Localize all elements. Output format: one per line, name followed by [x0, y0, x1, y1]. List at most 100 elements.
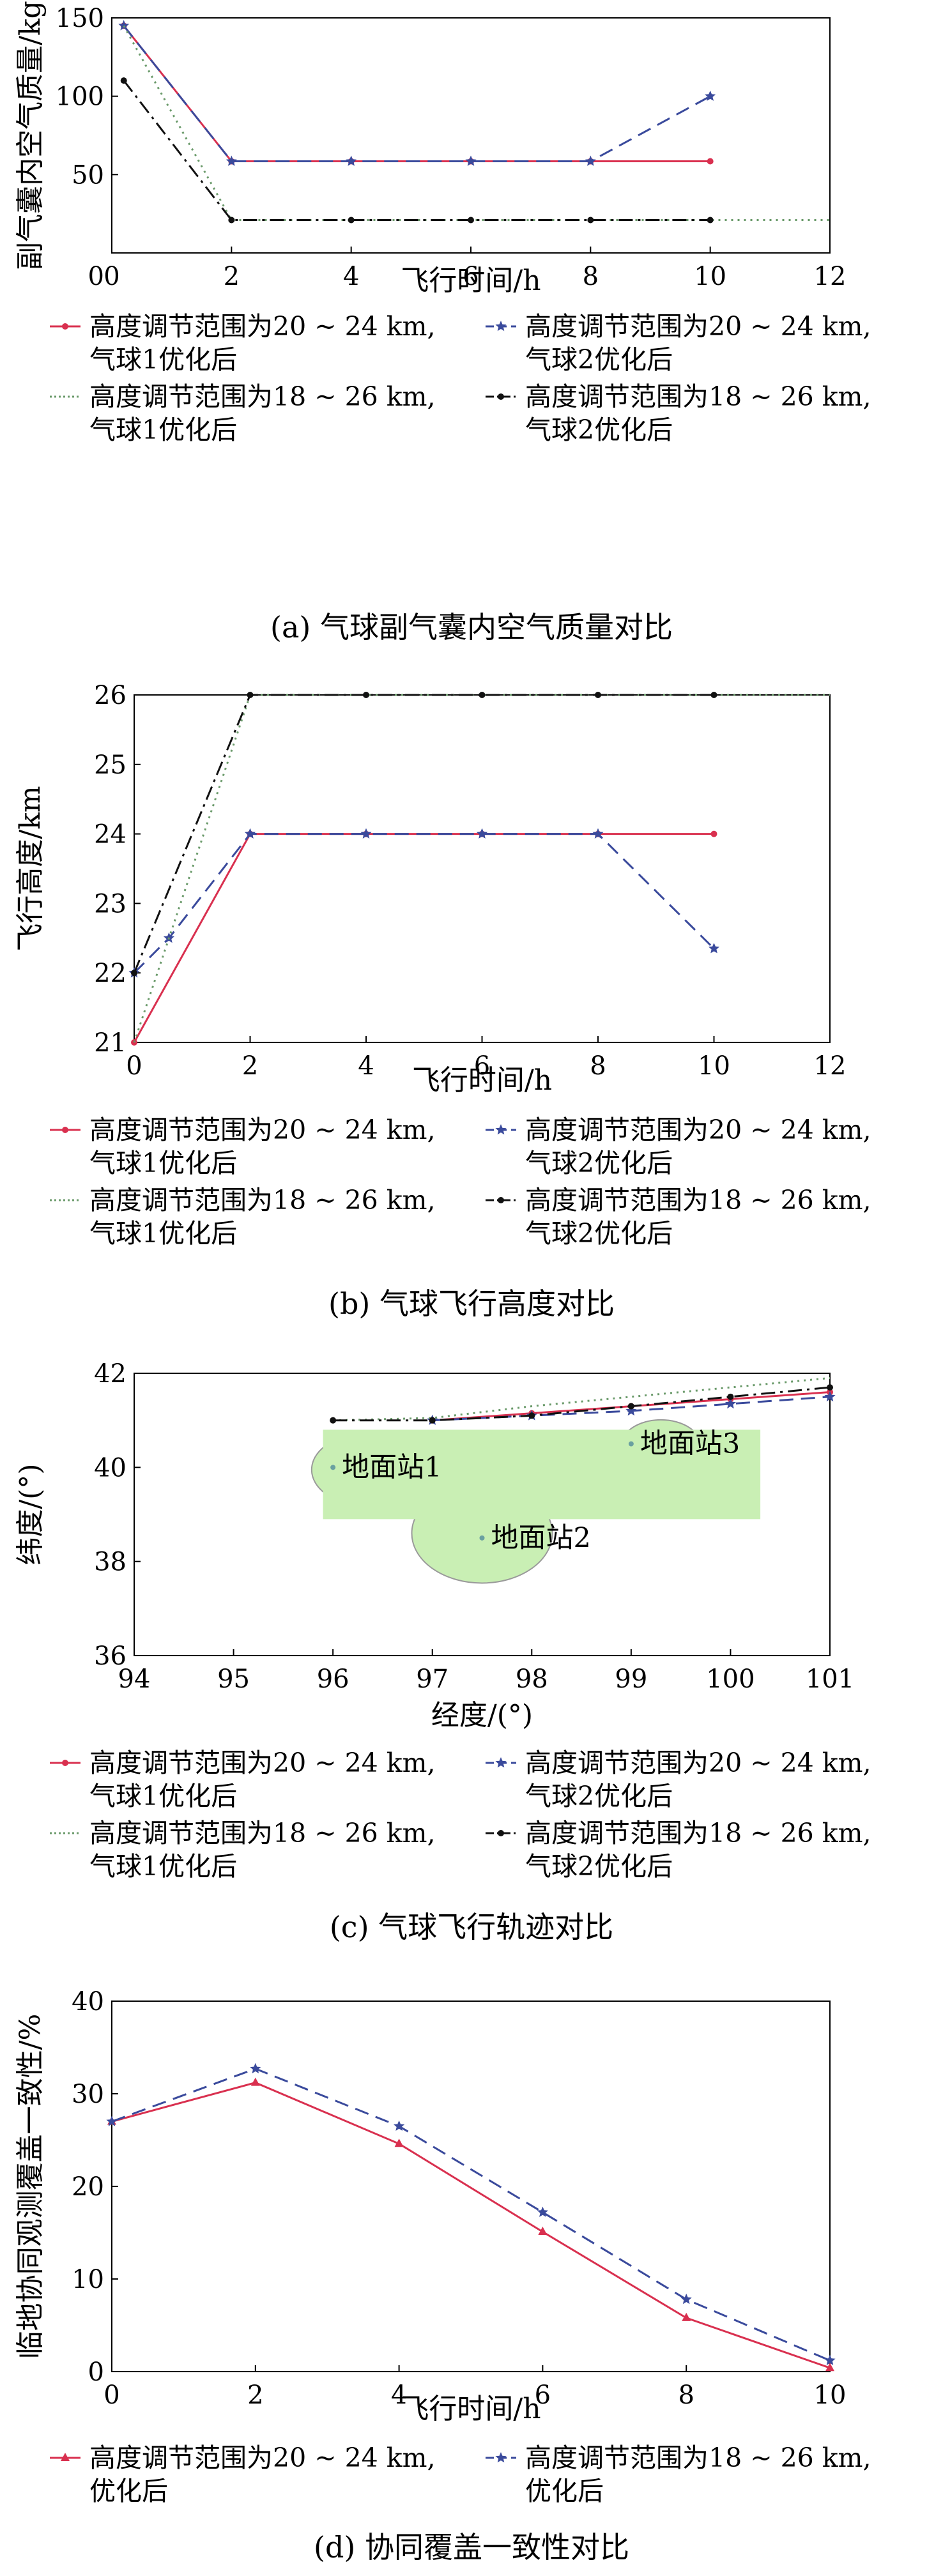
data-point — [131, 970, 137, 977]
data-point — [528, 1412, 535, 1419]
data-point — [360, 828, 372, 839]
legend-item-4: 高度调节范围为18 ~ 26 km,气球2优化后 — [486, 1185, 871, 1249]
y-tick-label: 150 — [56, 4, 104, 33]
legend-item-1: 高度调节范围为20 ~ 24 km,气球1优化后 — [50, 1748, 436, 1811]
plot-frame — [111, 2001, 831, 2372]
data-point — [595, 692, 601, 698]
data-point — [710, 692, 717, 698]
legend-item-2: 高度调节范围为20 ~ 24 km,气球2优化后 — [486, 1115, 871, 1178]
x-tick-label: 4 — [391, 2381, 407, 2410]
data-point — [538, 2227, 548, 2236]
legend-label: 气球2优化后 — [525, 344, 673, 375]
data-point — [707, 158, 714, 165]
legend-marker — [495, 1124, 507, 1135]
legend-label: 高度调节范围为18 ~ 26 km, — [525, 2443, 871, 2473]
x-tick-label: 95 — [217, 1665, 250, 1694]
legend-label: 高度调节范围为18 ~ 26 km, — [89, 381, 436, 412]
y-tick-label: 25 — [94, 751, 126, 780]
legend-label: 气球2优化后 — [525, 1851, 673, 1882]
data-point — [627, 1403, 634, 1410]
series-line — [123, 25, 711, 162]
legend-label: 高度调节范围为18 ~ 26 km, — [525, 1185, 871, 1216]
legend-item-2: 高度调节范围为18 ~ 26 km,优化后 — [486, 2443, 871, 2506]
legend-marker — [62, 323, 68, 330]
x-axis-label: 经度/(°) — [431, 1699, 533, 1732]
series-line — [133, 694, 830, 1043]
series-line — [133, 833, 715, 974]
legend-item-4: 高度调节范围为18 ~ 26 km,气球2优化后 — [486, 381, 871, 445]
x-tick-label: 2 — [242, 1051, 258, 1081]
x-tick-label: 0 — [103, 262, 119, 291]
x-tick-label: 4 — [358, 1051, 374, 1081]
y-tick-label: 40 — [94, 1453, 126, 1482]
legend-label: 气球2优化后 — [525, 415, 673, 445]
y-tick-label: 0 — [88, 2358, 104, 2387]
data-point — [708, 943, 720, 954]
data-point — [106, 2115, 118, 2126]
x-tick-label: 0 — [103, 2381, 119, 2410]
series-line — [123, 80, 710, 221]
series-3 — [123, 25, 830, 221]
data-point — [244, 828, 256, 839]
x-tick-label: 6 — [474, 1051, 490, 1081]
legend-marker — [495, 321, 507, 332]
x-tick-label: 6 — [463, 262, 479, 291]
data-point — [476, 828, 488, 839]
legend-marker — [61, 2453, 70, 2461]
x-tick-label: 97 — [416, 1665, 448, 1694]
y-tick-label: 38 — [94, 1548, 126, 1577]
x-tick-label: 96 — [317, 1665, 349, 1694]
legend-item-4: 高度调节范围为18 ~ 26 km,气球2优化后 — [486, 1818, 871, 1882]
x-tick-label: 4 — [343, 262, 359, 291]
chart-panel-d: 0 2 4 6 8 10 0 10 20 30 40 飞行时间/h 临地协同观测覆盖一致性/% 高度调节范… — [14, 1987, 871, 2565]
x-tick-label: 10 — [698, 1051, 730, 1081]
legend-label: 高度调节范围为20 ~ 24 km, — [89, 311, 436, 342]
data-point — [537, 2206, 548, 2217]
legend-label: 气球1优化后 — [89, 415, 237, 445]
x-tick-label: 99 — [615, 1665, 647, 1694]
x-tick-label: 2 — [247, 2381, 263, 2410]
y-tick-label: 0 — [88, 262, 104, 291]
chart-panel-a: 0 2 4 6 8 10 12 50 100 150 0 飞行时间/h 副气囊内空气质量/kg 高度调节范… — [14, 1, 871, 644]
series-2 — [118, 20, 716, 166]
legend-label: 高度调节范围为20 ~ 24 km, — [89, 2443, 436, 2473]
series-line — [123, 25, 830, 221]
series-1 — [107, 2077, 834, 2372]
legend-marker — [498, 393, 504, 400]
legend-marker — [495, 2452, 507, 2463]
x-tick-label: 10 — [694, 262, 726, 291]
legend-label: 气球2优化后 — [525, 1218, 673, 1249]
series-3 — [133, 694, 830, 1043]
data-point — [705, 90, 716, 101]
legend-label: 高度调节范围为18 ~ 26 km, — [525, 1818, 871, 1848]
x-tick-label: 94 — [118, 1665, 151, 1694]
data-point — [330, 1417, 337, 1424]
legend-item-3: 高度调节范围为18 ~ 26 km,气球1优化后 — [50, 381, 436, 445]
x-axis-label: 飞行时间/h — [401, 2393, 540, 2425]
x-tick-label: 0 — [126, 1051, 142, 1081]
series-1 — [131, 830, 717, 1046]
legend-item-3: 高度调节范围为18 ~ 26 km,气球1优化后 — [50, 1185, 436, 1249]
legend-label: 气球1优化后 — [89, 1851, 237, 1882]
data-point — [724, 1398, 736, 1409]
y-tick-label: 21 — [94, 1028, 126, 1058]
station-label-1: 地面站1 — [342, 1451, 441, 1483]
y-tick-label: 36 — [94, 1642, 126, 1671]
data-point — [346, 155, 357, 166]
legend-label: 气球1优化后 — [89, 1148, 237, 1178]
station-marker — [628, 1441, 634, 1447]
chart-panel-c: 94 95 96 97 98 99 100 101 36 38 40 42 经度/(°) 纬度/(°) 地面… — [14, 1359, 871, 1944]
data-point — [827, 1384, 833, 1391]
legend-item-1: 高度调节范围为20 ~ 24 km,气球1优化后 — [50, 311, 436, 375]
y-tick-label: 24 — [94, 820, 126, 850]
data-point — [585, 155, 596, 166]
plot-frame — [134, 694, 831, 1043]
legend-label: 高度调节范围为20 ~ 24 km, — [525, 1748, 871, 1778]
data-point — [682, 2312, 691, 2321]
legend-item-2: 高度调节范围为20 ~ 24 km,气球2优化后 — [486, 1748, 871, 1811]
plot-frame — [134, 1373, 831, 1656]
data-point — [625, 1405, 637, 1416]
x-tick-label: 100 — [706, 1665, 755, 1694]
